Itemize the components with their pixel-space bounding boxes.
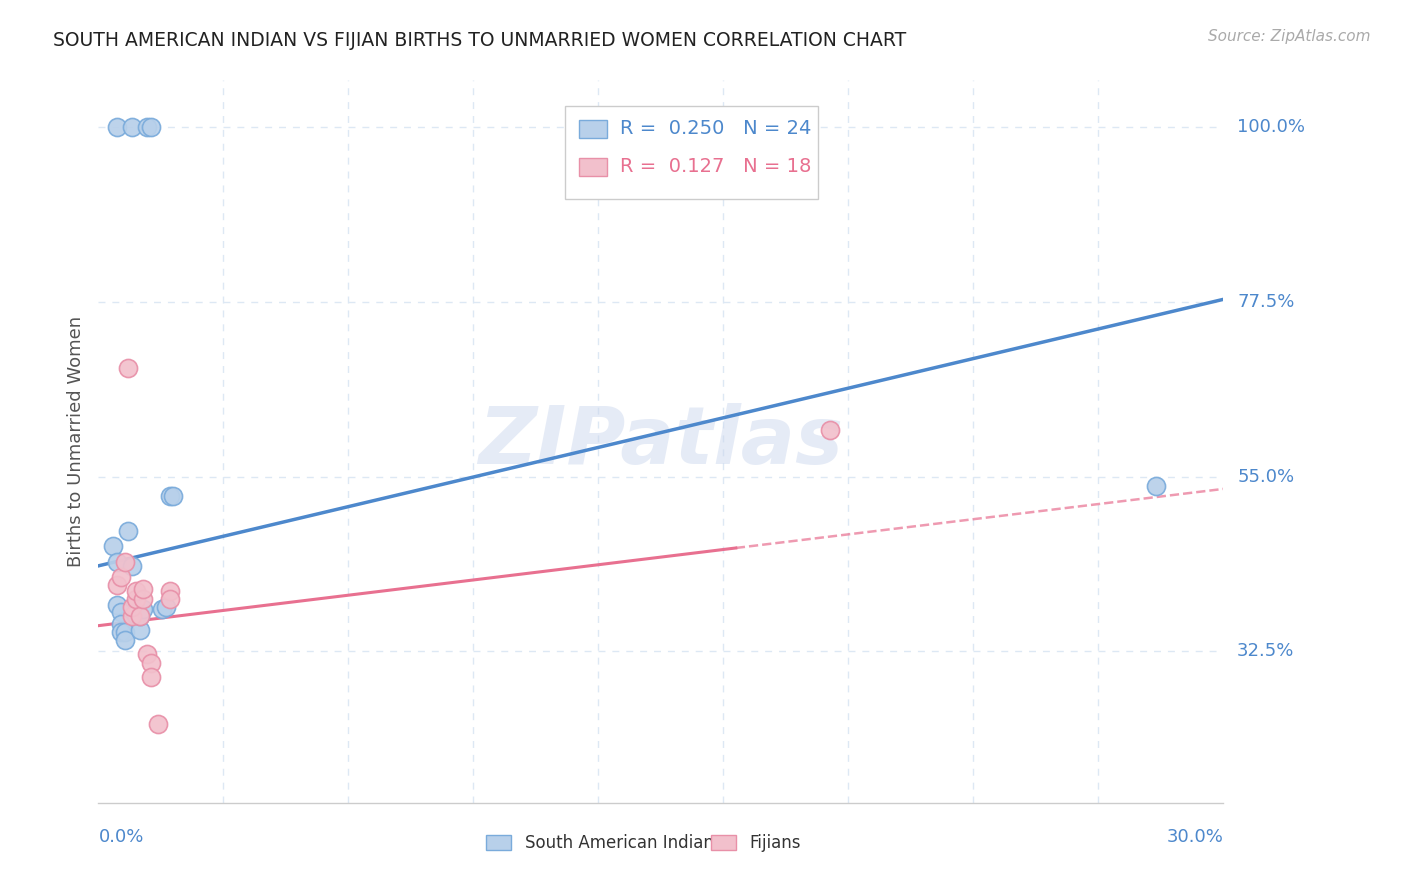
Point (121, 120, 143, 134)
Point (136, 647, 159, 661)
Point (148, 716, 170, 731)
Point (159, 584, 181, 599)
Point (132, 601, 155, 615)
Point (121, 609, 143, 624)
Point (139, 670, 162, 684)
Point (125, 606, 148, 620)
Text: SOUTH AMERICAN INDIAN VS FIJIAN BIRTHS TO UNMARRIED WOMEN CORRELATION CHART: SOUTH AMERICAN INDIAN VS FIJIAN BIRTHS T… (53, 31, 907, 50)
Point (155, 600, 177, 615)
Text: 77.5%: 77.5% (1237, 293, 1295, 310)
Y-axis label: Births to Unmarried Women: Births to Unmarried Women (66, 316, 84, 567)
Point (110, 570, 132, 584)
Text: ZIPatlas: ZIPatlas (478, 402, 844, 481)
Point (128, 624, 150, 638)
Point (125, 584, 148, 599)
Point (105, 120, 128, 134)
Point (139, 120, 162, 134)
Point (110, 617, 132, 632)
Point (114, 632, 136, 647)
Point (136, 120, 159, 134)
Text: Source: ZipAtlas.com: Source: ZipAtlas.com (1208, 29, 1371, 44)
Point (110, 624, 132, 639)
Point (114, 624, 136, 639)
Point (139, 656, 162, 670)
Text: South American Indians: South American Indians (524, 833, 723, 852)
Point (121, 558, 143, 573)
Point (818, 423, 841, 437)
Bar (711, 835, 737, 850)
Text: R =  0.250   N = 24: R = 0.250 N = 24 (620, 120, 811, 138)
Point (1144, 479, 1167, 493)
FancyBboxPatch shape (565, 105, 818, 200)
Point (117, 360, 139, 375)
Point (105, 598, 128, 612)
Bar (579, 158, 607, 176)
Text: 55.0%: 55.0% (1237, 467, 1295, 485)
Point (162, 489, 184, 503)
Point (103, 540, 125, 554)
Text: 32.5%: 32.5% (1237, 642, 1295, 660)
Text: 100.0%: 100.0% (1237, 118, 1305, 136)
Bar (486, 835, 512, 850)
Bar (579, 120, 607, 137)
Point (128, 609, 150, 624)
Point (159, 489, 181, 503)
Point (132, 592, 155, 607)
Text: 0.0%: 0.0% (98, 828, 143, 846)
Point (128, 609, 150, 624)
Point (125, 592, 148, 607)
Point (105, 578, 128, 592)
Point (110, 606, 132, 620)
Text: Fijians: Fijians (749, 833, 801, 852)
Point (105, 555, 128, 569)
Point (159, 592, 181, 607)
Point (132, 582, 155, 596)
Point (114, 555, 136, 569)
Point (125, 607, 148, 622)
Point (117, 524, 139, 538)
Point (121, 600, 143, 615)
Text: 30.0%: 30.0% (1167, 828, 1223, 846)
Text: R =  0.127   N = 18: R = 0.127 N = 18 (620, 158, 811, 177)
Point (150, 601, 173, 615)
